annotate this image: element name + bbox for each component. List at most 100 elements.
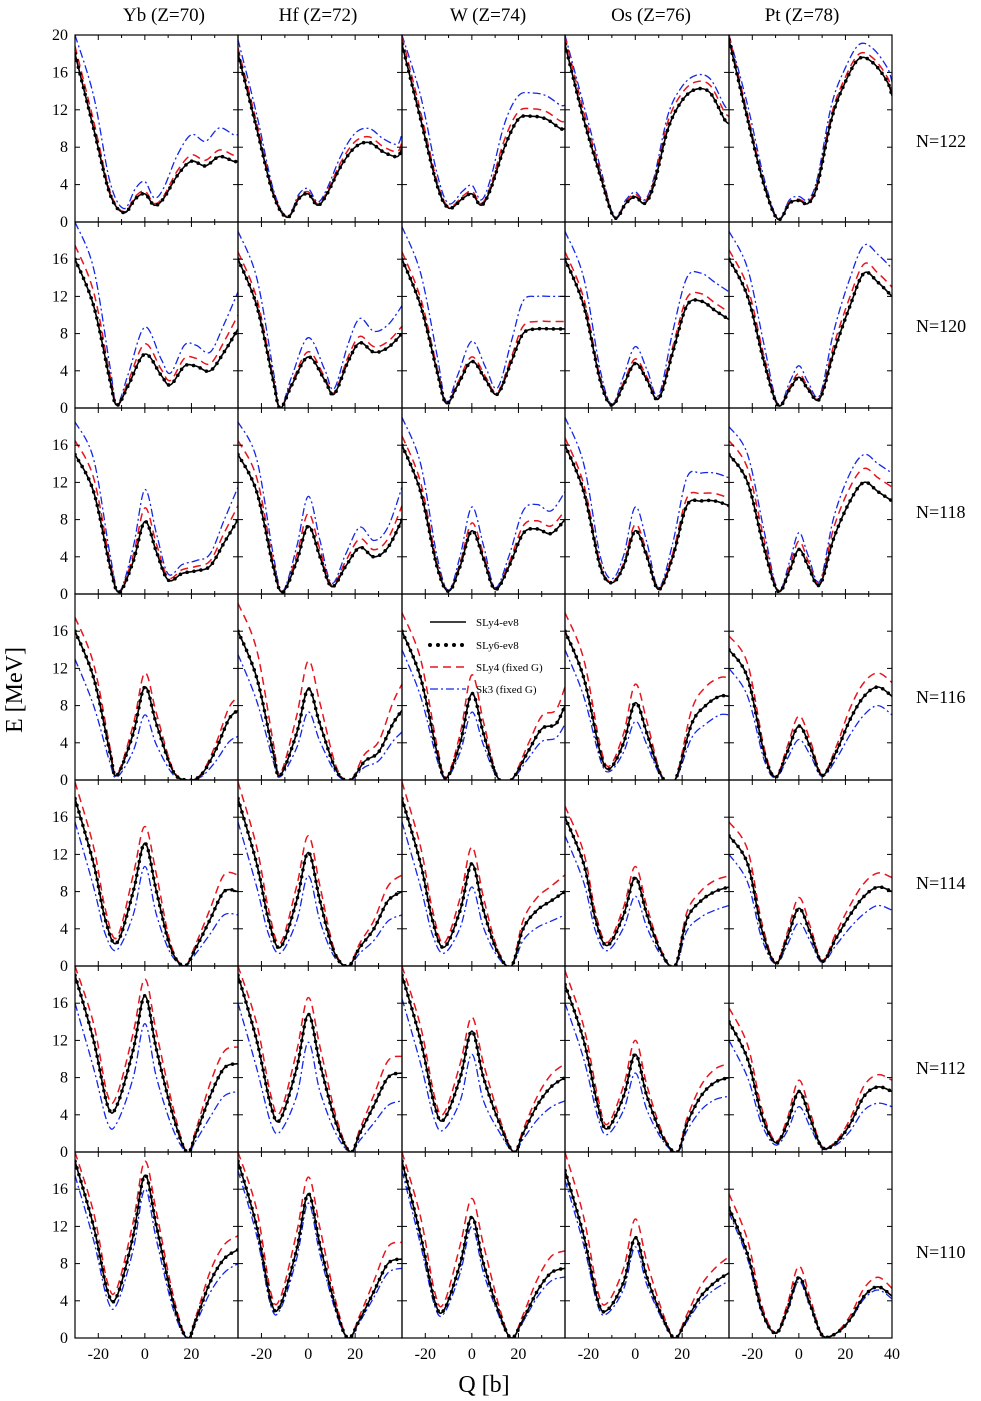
x-tick-label: 20 xyxy=(510,1346,526,1363)
y-tick-label: 4 xyxy=(60,549,68,566)
panel-curves xyxy=(75,617,238,780)
panel-n116-col4 xyxy=(564,593,730,781)
y-tick-label: 12 xyxy=(52,1218,68,1235)
series-line-sly4-fixed-g xyxy=(402,1152,565,1338)
series-line-sly4-fixed-g xyxy=(565,970,729,1152)
panel-n120-col1: 0 4 8 12 16 xyxy=(52,221,239,417)
series-line-sk3-fixed-g xyxy=(238,39,402,218)
series-line-sly4-ev8 xyxy=(238,798,402,966)
series-line-sly4-ev8 xyxy=(565,1170,729,1338)
column-header-pt: Pt (Z=78) xyxy=(765,5,840,26)
column-header-hf: Hf (Z=72) xyxy=(279,5,358,26)
series-line-sly4-ev8 xyxy=(75,975,238,1152)
panel-n118-col4 xyxy=(564,407,730,595)
panel-curves xyxy=(402,417,565,594)
series-line-sly6-ev8 xyxy=(565,1168,729,1338)
panel-n120-col5 xyxy=(728,221,893,409)
series-line-sly4-ev8 xyxy=(402,1161,565,1338)
series-line-sly4-fixed-g xyxy=(238,440,402,593)
panel-frame xyxy=(728,1151,893,1339)
series-line-sly4-fixed-g xyxy=(75,617,238,780)
panel-n120-col4 xyxy=(564,221,730,409)
series-line-sly4-ev8 xyxy=(402,258,565,405)
panel-n114-col3 xyxy=(401,779,566,967)
panel-n110-col5: -20 0 20 40 xyxy=(728,1151,900,1363)
panel-frame xyxy=(237,221,403,409)
x-tick-label: 20 xyxy=(183,1346,199,1363)
series-line-sly4-ev8 xyxy=(565,444,729,591)
panel-curves xyxy=(402,35,565,211)
panel-curves xyxy=(729,635,892,780)
series-line-sly4-ev8 xyxy=(75,798,238,966)
panel-curves xyxy=(729,821,892,965)
series-line-sk3-fixed-g xyxy=(729,854,892,965)
series-line-sly4-fixed-g xyxy=(238,603,402,780)
panel-n114-col1: 0 4 8 12 16 xyxy=(52,779,239,975)
series-line-sk3-fixed-g xyxy=(238,1170,402,1338)
series-line-sly4-ev8 xyxy=(729,649,892,779)
panel-n122-col4 xyxy=(564,34,730,223)
series-line-sly6-ev8 xyxy=(729,257,892,408)
y-tick-label: 16 xyxy=(52,995,68,1012)
series-line-sly4-ev8 xyxy=(729,258,892,407)
y-tick-label: 4 xyxy=(60,363,68,380)
series-line-sk3-fixed-g xyxy=(402,417,565,591)
x-tick-label: 20 xyxy=(347,1346,363,1363)
series-line-sly4-fixed-g xyxy=(565,36,729,219)
y-tick-label: 0 xyxy=(60,1330,68,1347)
panel-curves xyxy=(75,966,238,1152)
x-tick-label: 0 xyxy=(795,1346,803,1363)
panel-curves xyxy=(565,970,729,1152)
series-line-sk3-fixed-g xyxy=(729,1040,892,1151)
panel-curves xyxy=(75,222,238,407)
series-line-sly4-ev8 xyxy=(402,975,565,1152)
y-tick-label: 4 xyxy=(60,1107,68,1124)
y-tick-label: 0 xyxy=(60,772,68,789)
column-headers: Yb (Z=70) Hf (Z=72) W (Z=74) Os (Z=76) P… xyxy=(123,5,839,26)
legend-label-sly4-fixed-g: SLy4 (fixed G) xyxy=(476,662,543,674)
series-line-sly4-ev8 xyxy=(565,816,729,966)
panel-frame xyxy=(74,593,239,781)
row-label-n116: N=116 xyxy=(916,687,965,707)
panel-frame xyxy=(237,593,403,781)
series-line-sly6-ev8 xyxy=(402,796,565,966)
panel-curves xyxy=(238,781,402,966)
series-line-sk3-fixed-g xyxy=(238,421,402,592)
series-line-sly6-ev8 xyxy=(402,1159,565,1338)
series-line-sk3-fixed-g xyxy=(565,1179,729,1338)
series-line-sly4-ev8 xyxy=(75,53,238,214)
panel-frame xyxy=(564,965,730,1153)
panel-frame xyxy=(74,221,239,409)
x-tick-label: -20 xyxy=(251,1346,272,1363)
panel-frame xyxy=(401,221,566,409)
panel-curves xyxy=(402,226,565,406)
series-line-sk3-fixed-g xyxy=(565,231,729,405)
series-line-sly4-ev8 xyxy=(402,798,565,966)
series-line-sly6-ev8 xyxy=(729,1020,892,1151)
y-tick-label: 4 xyxy=(60,177,68,194)
panel-curves xyxy=(238,1152,402,1338)
panel-n120-col2 xyxy=(237,221,403,409)
y-tick-label: 16 xyxy=(52,251,68,268)
y-tick-label: 0 xyxy=(60,1144,68,1161)
series-line-sk3-fixed-g xyxy=(75,821,238,966)
series-line-sk3-fixed-g xyxy=(238,231,402,408)
panel-curves xyxy=(75,1152,238,1338)
panel-curves xyxy=(238,966,402,1152)
y-tick-label: 16 xyxy=(52,809,68,826)
series-line-sly4-fixed-g xyxy=(729,35,892,221)
series-line-sly4-fixed-g xyxy=(238,47,402,218)
series-line-sly4-ev8 xyxy=(729,1207,892,1338)
panel-n118-col3 xyxy=(401,407,566,595)
panel-curves xyxy=(402,612,565,780)
x-tick-label: 0 xyxy=(468,1346,476,1363)
series-line-sk3-fixed-g xyxy=(565,417,729,589)
legend-label-sly6-ev8: SLy6-ev8 xyxy=(476,640,519,652)
series-line-sly4-ev8 xyxy=(729,454,892,593)
panel-n110-col3: -20 0 20 xyxy=(401,1151,566,1363)
row-label-n118: N=118 xyxy=(916,502,965,522)
y-tick-label: 0 xyxy=(60,214,68,231)
series-line-sk3-fixed-g xyxy=(729,35,892,220)
series-line-sly4-fixed-g xyxy=(729,1193,892,1338)
panel-n112-col2 xyxy=(237,965,403,1153)
